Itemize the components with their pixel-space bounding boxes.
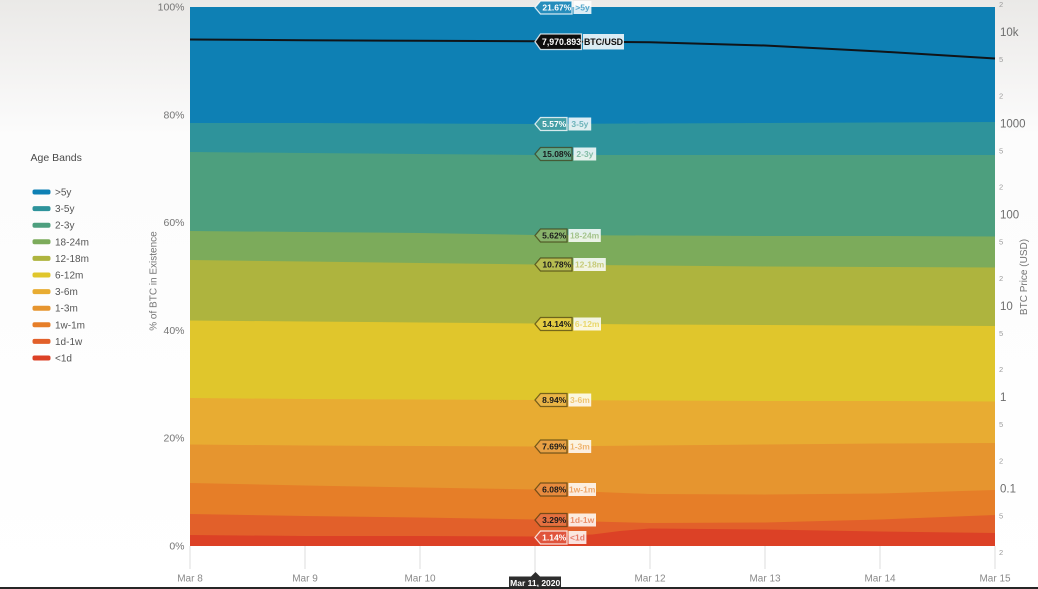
svg-text:3.29%: 3.29% (542, 515, 567, 525)
svg-text:1d-1w: 1d-1w (570, 515, 594, 525)
svg-text:20%: 20% (163, 433, 184, 445)
svg-text:1d-1w: 1d-1w (55, 337, 83, 348)
svg-text:3-6m: 3-6m (55, 287, 78, 298)
svg-text:80%: 80% (163, 109, 184, 121)
svg-text:6-12m: 6-12m (55, 271, 83, 282)
svg-text:5: 5 (999, 512, 1003, 521)
svg-text:10.78%: 10.78% (542, 260, 571, 270)
svg-text:2: 2 (999, 457, 1003, 466)
svg-text:3-5y: 3-5y (55, 204, 74, 215)
svg-text:15.08%: 15.08% (542, 149, 571, 159)
svg-text:6.08%: 6.08% (542, 485, 567, 495)
svg-text:6-12m: 6-12m (575, 319, 600, 329)
svg-text:60%: 60% (163, 217, 184, 229)
svg-text:5: 5 (999, 329, 1003, 338)
svg-text:1: 1 (1000, 392, 1006, 404)
svg-text:1.14%: 1.14% (542, 533, 567, 543)
svg-text:5.62%: 5.62% (542, 231, 567, 241)
svg-text:12-18m: 12-18m (575, 260, 605, 270)
svg-text:5: 5 (999, 146, 1003, 155)
svg-text:0%: 0% (169, 541, 184, 553)
svg-text:2: 2 (999, 91, 1003, 100)
svg-text:Mar 12: Mar 12 (634, 574, 666, 585)
svg-text:5: 5 (999, 238, 1003, 247)
svg-text:1000: 1000 (1000, 118, 1026, 130)
svg-text:7.69%: 7.69% (542, 442, 567, 452)
svg-text:21.67%: 21.67% (542, 3, 571, 13)
svg-text:>5y: >5y (575, 3, 590, 13)
svg-text:Mar 9: Mar 9 (292, 574, 318, 585)
svg-text:Mar 14: Mar 14 (864, 574, 896, 585)
svg-text:2: 2 (999, 548, 1003, 557)
svg-text:5.57%: 5.57% (542, 119, 567, 129)
svg-text:12-18m: 12-18m (55, 254, 89, 265)
svg-text:3-5y: 3-5y (571, 119, 588, 129)
svg-text:2-3y: 2-3y (576, 149, 593, 159)
svg-text:1-3m: 1-3m (55, 304, 78, 315)
svg-text:<1d: <1d (55, 354, 72, 365)
svg-text:2: 2 (999, 183, 1003, 192)
svg-text:100%: 100% (158, 2, 185, 14)
svg-text:BTC/USD: BTC/USD (584, 37, 623, 47)
svg-text:10k: 10k (1000, 27, 1019, 39)
svg-text:1w-1m: 1w-1m (55, 320, 85, 331)
svg-text:2: 2 (999, 0, 1003, 9)
svg-text:Mar 8: Mar 8 (177, 574, 203, 585)
svg-text:2-3y: 2-3y (55, 221, 74, 232)
svg-text:BTC Price (USD): BTC Price (USD) (1019, 239, 1030, 315)
svg-text:5: 5 (999, 55, 1003, 64)
svg-text:Mar 15: Mar 15 (979, 574, 1011, 585)
svg-text:2: 2 (999, 365, 1003, 374)
svg-text:10: 10 (1000, 301, 1013, 313)
svg-text:0.1: 0.1 (1000, 484, 1016, 496)
svg-text:Mar 13: Mar 13 (749, 574, 781, 585)
svg-text:8.94%: 8.94% (542, 395, 567, 405)
svg-text:2: 2 (999, 274, 1003, 283)
svg-text:Mar 11, 2020: Mar 11, 2020 (510, 578, 560, 588)
svg-text:% of BTC in Existence: % of BTC in Existence (149, 231, 160, 331)
svg-text:Age Bands: Age Bands (31, 152, 82, 164)
svg-text:7,970.893: 7,970.893 (542, 37, 581, 47)
svg-text:18-24m: 18-24m (570, 231, 600, 241)
svg-text:1-3m: 1-3m (570, 442, 590, 452)
svg-text:5: 5 (999, 420, 1003, 429)
svg-text:18-24m: 18-24m (55, 237, 89, 248)
svg-text:Mar 10: Mar 10 (404, 574, 436, 585)
svg-text:1w-1m: 1w-1m (569, 485, 596, 495)
svg-text:14.14%: 14.14% (542, 319, 571, 329)
svg-text:3-6m: 3-6m (570, 395, 590, 405)
svg-text:>5y: >5y (55, 188, 71, 199)
svg-text:100: 100 (1000, 210, 1019, 222)
svg-text:40%: 40% (163, 325, 184, 337)
svg-text:<1d: <1d (570, 533, 585, 543)
